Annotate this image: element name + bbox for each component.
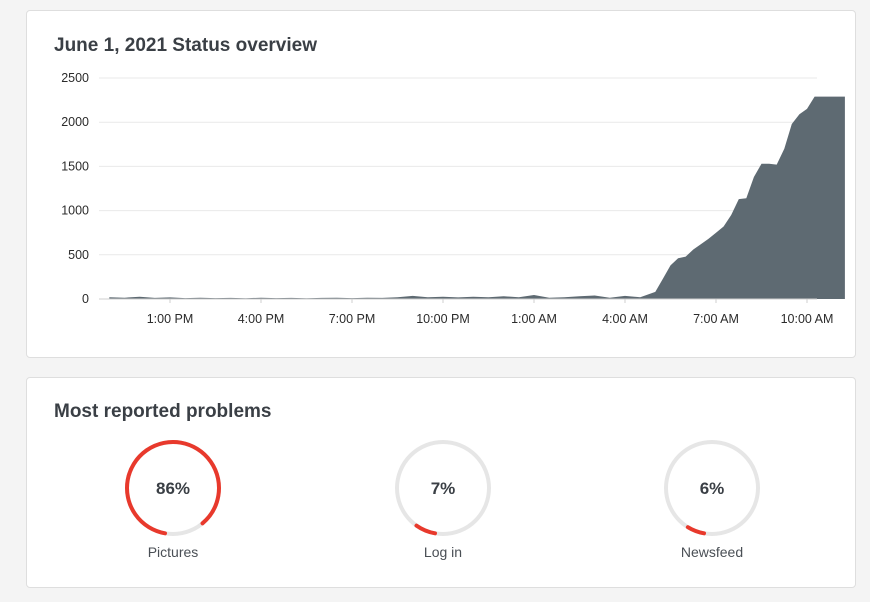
donut-track <box>664 440 760 536</box>
y-tick-label: 1500 <box>61 159 89 173</box>
problem-percent: 86% <box>156 479 190 498</box>
x-tick-label: 1:00 AM <box>511 312 557 326</box>
y-tick-label: 1000 <box>61 204 89 218</box>
donut-chart: 86% <box>125 440 221 536</box>
donut-arc <box>664 440 760 536</box>
problem-label: Log in <box>423 544 463 560</box>
problem-item-log-in: 7% Log in <box>373 436 513 560</box>
donut-chart: 6% <box>664 440 760 536</box>
problems-title: Most reported problems <box>54 401 272 422</box>
donut-chart: 7% <box>395 440 492 536</box>
series-area <box>109 96 845 299</box>
problem-percent: 7% <box>431 479 456 498</box>
x-tick-label: 4:00 AM <box>602 312 648 326</box>
problem-item-pictures: 86% Pictures <box>103 436 243 560</box>
x-tick-label: 7:00 PM <box>329 312 376 326</box>
x-tick-label: 7:00 AM <box>693 312 739 326</box>
problem-percent: 6% <box>700 479 725 498</box>
x-tick-label: 1:00 PM <box>147 312 194 326</box>
problem-label: Newsfeed <box>680 544 744 560</box>
most-reported-problems-card: Most reported problems 86% Pictures 7% L… <box>26 377 856 588</box>
overview-title: June 1, 2021 Status overview <box>54 35 317 56</box>
y-tick-label: 2000 <box>61 115 89 129</box>
y-tick-label: 2500 <box>61 71 89 85</box>
y-tick-label: 500 <box>68 248 89 262</box>
y-tick-label: 0 <box>82 292 89 306</box>
status-chart: 0 500 1000 1500 2000 2500 1:00 PM 4:00 PM 7:00 P… <box>61 71 845 326</box>
x-tick-label: 10:00 PM <box>416 312 470 326</box>
problem-item-newsfeed: 6% Newsfeed <box>642 436 782 560</box>
donut-arc <box>125 440 221 536</box>
x-tick-label: 10:00 AM <box>781 312 834 326</box>
donut-arc <box>395 440 492 536</box>
donut-track <box>395 440 491 536</box>
x-tick-label: 4:00 PM <box>238 312 285 326</box>
status-overview-card: June 1, 2021 Status overview 0 500 1000 150… <box>26 10 856 358</box>
problem-label: Pictures <box>147 544 199 560</box>
